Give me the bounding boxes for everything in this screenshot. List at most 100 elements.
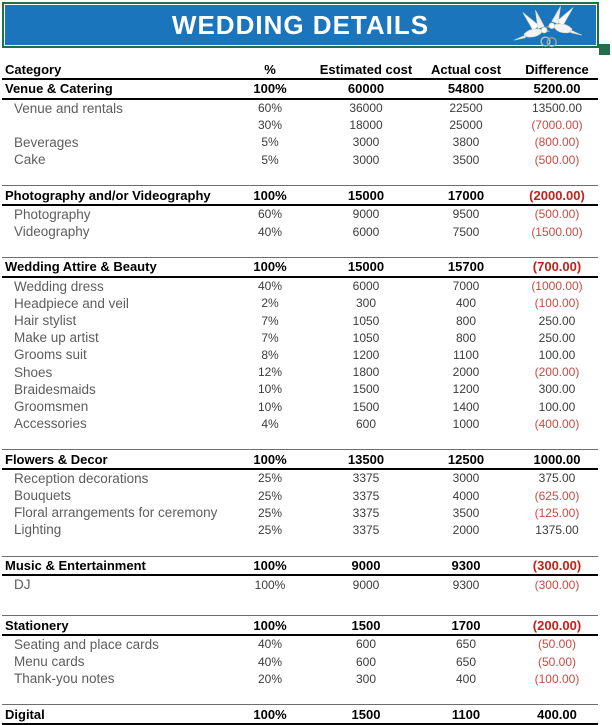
actual-cost-cell[interactable]: 25000 xyxy=(449,118,483,133)
percent-cell[interactable]: 60% xyxy=(257,207,283,222)
category-cell[interactable]: Digital xyxy=(5,706,45,722)
estimated-cost-cell[interactable]: 18000 xyxy=(349,118,383,133)
percent-cell[interactable]: 25% xyxy=(257,505,283,520)
category-cell[interactable]: Braidesmaids xyxy=(14,381,96,397)
difference-cell[interactable]: 250.00 xyxy=(538,330,576,345)
actual-cost-cell[interactable]: 9300 xyxy=(451,557,481,573)
category-cell[interactable]: Hair stylist xyxy=(14,313,77,329)
difference-cell[interactable]: 1375.00 xyxy=(535,522,579,537)
percent-cell[interactable]: 4% xyxy=(261,416,279,431)
estimated-cost-cell[interactable]: 1050 xyxy=(352,313,380,328)
percent-cell[interactable]: 25% xyxy=(257,488,283,503)
difference-cell[interactable]: 100.00 xyxy=(538,347,576,362)
percent-cell[interactable]: 100% xyxy=(253,557,287,573)
estimated-cost-cell[interactable]: 15000 xyxy=(347,259,385,275)
actual-cost-cell[interactable]: 1200 xyxy=(452,382,480,397)
category-cell[interactable]: Photography xyxy=(14,206,91,222)
difference-cell[interactable]: (50.00) xyxy=(537,654,577,669)
estimated-cost-cell[interactable]: 36000 xyxy=(349,101,383,116)
difference-cell[interactable]: 5200.00 xyxy=(533,81,581,97)
percent-cell[interactable]: 40% xyxy=(257,279,283,294)
percent-cell[interactable]: 40% xyxy=(257,224,283,239)
category-cell[interactable]: Groomsmen xyxy=(14,399,89,415)
estimated-cost-cell[interactable]: 3375 xyxy=(352,522,380,537)
difference-cell[interactable]: 13500.00 xyxy=(531,101,583,116)
actual-cost-cell[interactable]: 400 xyxy=(455,671,477,686)
actual-cost-cell[interactable]: 15700 xyxy=(447,259,485,275)
estimated-cost-cell[interactable]: 3375 xyxy=(352,505,380,520)
category-cell[interactable]: Wedding Attire & Beauty xyxy=(5,259,157,275)
difference-cell[interactable]: (500.00) xyxy=(534,207,580,222)
column-header-difference[interactable]: Difference xyxy=(525,61,589,77)
category-cell[interactable]: Accessories xyxy=(14,416,87,432)
actual-cost-cell[interactable]: 800 xyxy=(455,330,477,345)
category-cell[interactable]: Shoes xyxy=(14,364,53,380)
difference-cell[interactable]: (200.00) xyxy=(534,365,580,380)
difference-cell[interactable]: (125.00) xyxy=(534,505,580,520)
actual-cost-cell[interactable]: 22500 xyxy=(449,101,483,116)
actual-cost-cell[interactable]: 1100 xyxy=(451,706,481,722)
estimated-cost-cell[interactable]: 600 xyxy=(355,637,377,652)
category-cell[interactable]: Music & Entertainment xyxy=(5,557,146,573)
estimated-cost-cell[interactable]: 9000 xyxy=(352,207,380,222)
actual-cost-cell[interactable]: 2000 xyxy=(452,522,480,537)
percent-cell[interactable]: 100% xyxy=(253,187,287,203)
category-cell[interactable]: Lighting xyxy=(14,522,62,538)
estimated-cost-cell[interactable]: 6000 xyxy=(352,279,380,294)
category-cell[interactable]: Menu cards xyxy=(14,654,85,670)
percent-cell[interactable]: 10% xyxy=(257,382,283,397)
actual-cost-cell[interactable]: 650 xyxy=(455,637,477,652)
category-cell[interactable]: Headpiece and veil xyxy=(14,295,129,311)
estimated-cost-cell[interactable]: 3000 xyxy=(352,152,380,167)
difference-cell[interactable]: (50.00) xyxy=(537,637,577,652)
percent-cell[interactable]: 5% xyxy=(261,135,279,150)
actual-cost-cell[interactable]: 12500 xyxy=(447,451,485,467)
difference-cell[interactable]: 1000.00 xyxy=(533,451,581,467)
estimated-cost-cell[interactable]: 3375 xyxy=(352,471,380,486)
percent-cell[interactable]: 20% xyxy=(257,671,283,686)
actual-cost-cell[interactable]: 1000 xyxy=(452,416,480,431)
difference-cell[interactable]: (200.00) xyxy=(532,617,582,633)
estimated-cost-cell[interactable]: 1200 xyxy=(352,347,380,362)
percent-cell[interactable]: 7% xyxy=(261,313,279,328)
difference-cell[interactable]: 250.00 xyxy=(538,313,576,328)
difference-cell[interactable]: (400.00) xyxy=(534,416,580,431)
estimated-cost-cell[interactable]: 9000 xyxy=(352,577,380,592)
category-cell[interactable]: DJ xyxy=(14,577,31,593)
percent-cell[interactable]: 30% xyxy=(257,118,283,133)
difference-cell[interactable]: 400.00 xyxy=(537,706,577,722)
actual-cost-cell[interactable]: 650 xyxy=(455,654,477,669)
category-cell[interactable]: Make up artist xyxy=(14,330,99,346)
percent-cell[interactable]: 100% xyxy=(253,451,287,467)
category-cell[interactable]: Videography xyxy=(14,224,90,240)
difference-cell[interactable]: 300.00 xyxy=(538,382,576,397)
estimated-cost-cell[interactable]: 3000 xyxy=(352,135,380,150)
actual-cost-cell[interactable]: 2000 xyxy=(452,365,480,380)
actual-cost-cell[interactable]: 3500 xyxy=(452,152,480,167)
estimated-cost-cell[interactable]: 60000 xyxy=(347,81,385,97)
percent-cell[interactable]: 60% xyxy=(257,101,283,116)
estimated-cost-cell[interactable]: 13500 xyxy=(347,451,385,467)
actual-cost-cell[interactable]: 4000 xyxy=(452,488,480,503)
difference-cell[interactable]: (7000.00) xyxy=(531,118,583,133)
actual-cost-cell[interactable]: 400 xyxy=(455,296,477,311)
column-header-percent[interactable]: % xyxy=(264,61,276,77)
percent-cell[interactable]: 100% xyxy=(253,259,287,275)
category-cell[interactable]: Reception decorations xyxy=(14,470,149,486)
difference-cell[interactable]: 375.00 xyxy=(538,471,576,486)
percent-cell[interactable]: 2% xyxy=(261,296,279,311)
difference-cell[interactable]: (100.00) xyxy=(534,671,580,686)
difference-cell[interactable]: (800.00) xyxy=(534,135,580,150)
estimated-cost-cell[interactable]: 1500 xyxy=(352,382,380,397)
actual-cost-cell[interactable]: 54800 xyxy=(447,81,485,97)
difference-cell[interactable]: 100.00 xyxy=(538,399,576,414)
actual-cost-cell[interactable]: 800 xyxy=(455,313,477,328)
category-cell[interactable]: Stationery xyxy=(5,617,69,633)
estimated-cost-cell[interactable]: 1800 xyxy=(352,365,380,380)
actual-cost-cell[interactable]: 3500 xyxy=(452,505,480,520)
column-header-estimated[interactable]: Estimated cost xyxy=(319,61,413,77)
actual-cost-cell[interactable]: 7500 xyxy=(452,224,480,239)
category-cell[interactable]: Venue and rentals xyxy=(14,100,123,116)
difference-cell[interactable]: (100.00) xyxy=(534,296,580,311)
category-cell[interactable]: Bouquets xyxy=(14,488,72,504)
